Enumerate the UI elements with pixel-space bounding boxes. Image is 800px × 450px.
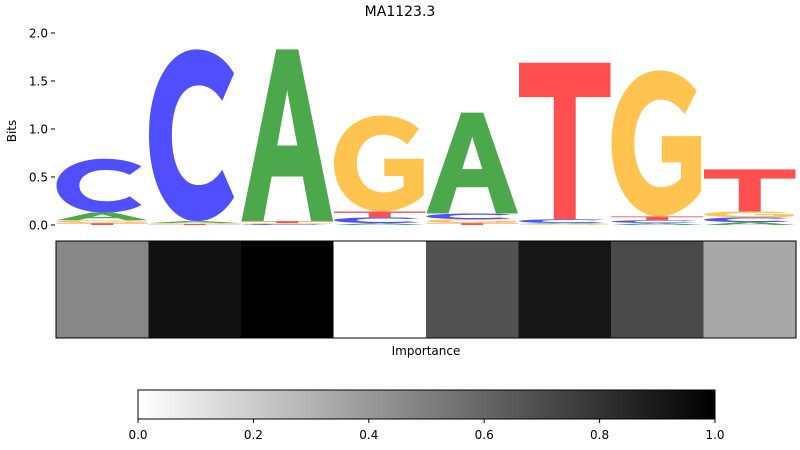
logo-letter-a (56, 212, 148, 221)
heatmap-cell (333, 241, 427, 338)
colorbar-tick-label: 0.2 (244, 428, 263, 442)
logo-letter-g (519, 224, 609, 225)
logo-letter-t (611, 216, 703, 221)
logo-letter-a (241, 49, 333, 222)
logo-letter-t (149, 224, 241, 225)
logo-letter-a (149, 221, 241, 224)
heatmap-cells (56, 241, 797, 338)
logo-letter-a (334, 223, 426, 225)
colorbar-tick-label: 0.6 (475, 428, 494, 442)
colorbar-tick-label: 1.0 (705, 428, 724, 442)
colorbar-tick-label: 0.4 (359, 428, 378, 442)
logo-letter-g (704, 211, 794, 218)
heatmap-cell (56, 241, 150, 338)
logo-letter-c (241, 224, 327, 225)
logo-letter-t (241, 221, 333, 224)
logo-letter-c (149, 49, 235, 222)
colorbar-tick-label: 0.8 (590, 428, 609, 442)
logo-letter-c (704, 217, 790, 223)
colorbar-gradient (138, 390, 715, 419)
logo-panel: 0.0 0.5 1.0 1.5 2.0 (29, 27, 796, 233)
logo-letter-g (56, 220, 147, 224)
logo-letter-c (56, 158, 142, 213)
logo-letter-a (519, 223, 611, 225)
y-tick-label: 1.5 (29, 75, 48, 89)
heatmap-cell (148, 241, 242, 338)
logo-letter-t (704, 169, 796, 212)
logo-letter-t (426, 223, 518, 225)
logo-letter-c (334, 217, 420, 224)
heatmap-cell (518, 241, 612, 338)
colorbar-ticks: 0.0 0.2 0.4 0.6 0.8 1.0 (128, 419, 725, 442)
colorbar-frame (137, 389, 716, 420)
heatmap-cell (426, 241, 520, 338)
logo-title: MA1123.3 (365, 4, 436, 20)
heatmap-frame (55, 240, 797, 339)
logo-letter-c (611, 220, 697, 224)
heatmap-cell (611, 241, 705, 338)
logo-letters (56, 49, 796, 225)
importance-heatmap (55, 240, 797, 339)
logo-letter-a (426, 112, 518, 214)
y-tick-label: 2.0 (29, 27, 48, 41)
logo-letter-t (56, 223, 148, 225)
logo-letter-g (149, 223, 239, 225)
logo-letter-g (334, 115, 424, 212)
logo-letter-a (704, 222, 796, 225)
heatmap-cell (703, 241, 797, 338)
logo-letter-c (426, 213, 512, 220)
colorbar-tick-label: 0.0 (128, 428, 147, 442)
logo-letter-t (334, 211, 426, 218)
logo-y-axis: 0.0 0.5 1.0 1.5 2.0 (29, 27, 55, 233)
colorbar: 0.0 0.2 0.4 0.6 0.8 1.0 (128, 389, 725, 442)
y-tick-label: 0.5 (29, 171, 48, 185)
logo-letter-c (519, 219, 605, 224)
heatmap-cell (241, 241, 335, 338)
logo-letter-g (611, 70, 702, 217)
logo-letter-g (241, 223, 332, 225)
logo-letter-g (426, 219, 517, 224)
logo-y-label: Bits (5, 120, 19, 143)
y-tick-label: 0.0 (29, 219, 48, 233)
heatmap-x-label: Importance (392, 344, 461, 358)
logo-letter-a (611, 223, 703, 225)
y-tick-label: 1.0 (29, 123, 48, 137)
logo-letter-t (519, 62, 611, 220)
